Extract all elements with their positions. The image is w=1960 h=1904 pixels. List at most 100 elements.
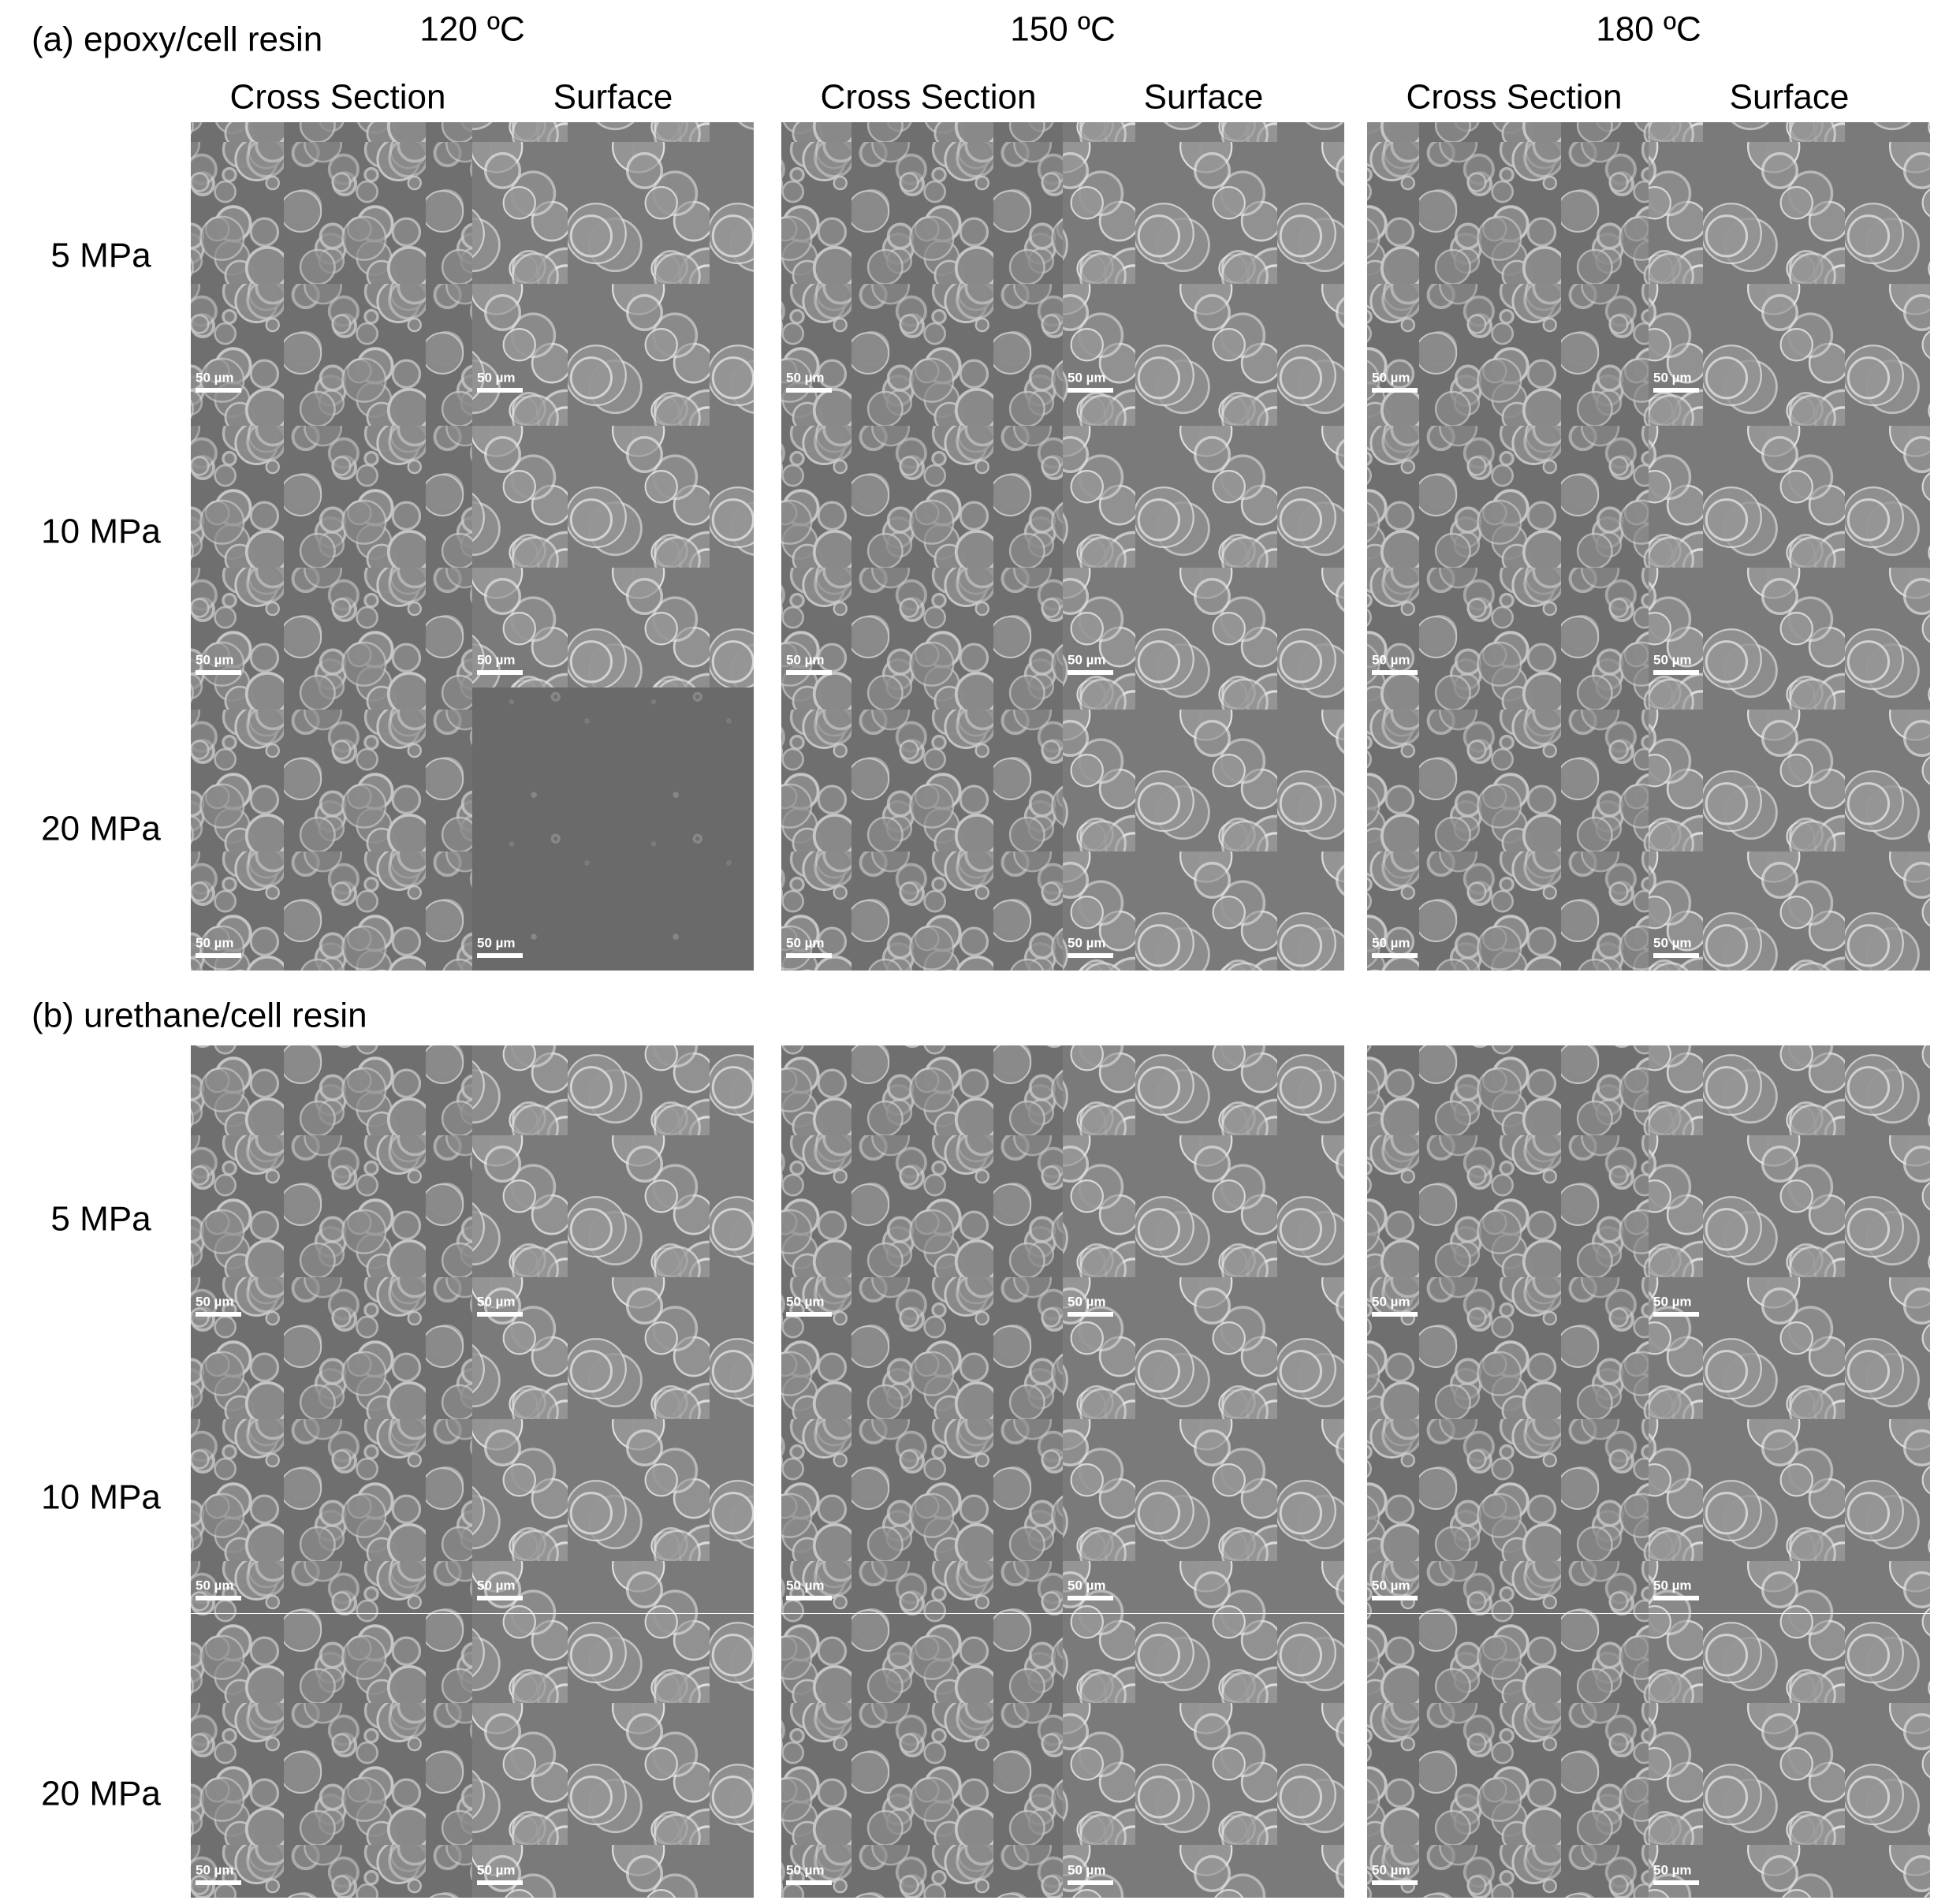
scale-bar-label: 50 µm <box>786 1862 825 1877</box>
pressure-label: 10 MPa <box>41 1478 161 1517</box>
sem-image <box>1649 1329 1930 1613</box>
scale-bar <box>1372 388 1418 393</box>
scale-bar-label: 50 µm <box>477 1294 516 1309</box>
sem-image <box>781 687 1063 971</box>
sem-image <box>1649 1045 1930 1329</box>
sem-image <box>1063 404 1344 687</box>
scale-bar <box>477 1596 523 1600</box>
sem-image <box>781 1614 1063 1898</box>
scale-bar <box>786 1880 832 1885</box>
scale-bar-label: 50 µm <box>477 370 516 385</box>
scale-bar-label: 50 µm <box>1372 652 1410 667</box>
scale-bar-label: 50 µm <box>1068 935 1106 950</box>
scale-bar <box>1372 1880 1418 1885</box>
scale-bar <box>1068 953 1113 958</box>
temperature-label: 120 ºC <box>419 10 524 49</box>
scale-bar-label: 50 µm <box>1653 370 1692 385</box>
scale-bar-label: 50 µm <box>1068 1578 1106 1593</box>
scale-bar-label: 50 µm <box>786 652 825 667</box>
scale-bar <box>786 1312 832 1317</box>
column-label: Cross Section <box>230 78 446 117</box>
column-label: Surface <box>1144 78 1264 117</box>
scale-bar-label: 50 µm <box>196 1862 234 1877</box>
scale-bar <box>1653 388 1699 393</box>
scale-bar <box>196 1312 241 1317</box>
scale-bar <box>1653 670 1699 675</box>
scale-bar <box>1653 1596 1699 1600</box>
scale-bar <box>477 1312 523 1317</box>
scale-bar-label: 50 µm <box>1653 1862 1692 1877</box>
sem-image <box>781 404 1063 687</box>
sem-image <box>1063 1045 1344 1329</box>
scale-bar-label: 50 µm <box>196 1578 234 1593</box>
scale-bar <box>196 1880 241 1885</box>
panel-label: (a) epoxy/cell resin <box>32 20 322 59</box>
pressure-label: 10 MPa <box>41 512 161 551</box>
scale-bar <box>1068 388 1113 393</box>
scale-bar <box>786 670 832 675</box>
scale-bar <box>1653 953 1699 958</box>
sem-image <box>191 1329 472 1613</box>
sem-image <box>472 1614 754 1898</box>
scale-bar <box>1653 1880 1699 1885</box>
column-label: Cross Section <box>821 78 1037 117</box>
scale-bar <box>477 953 523 958</box>
sem-image <box>191 404 472 687</box>
sem-image <box>1063 1614 1344 1898</box>
pressure-label: 5 MPa <box>50 1200 151 1239</box>
scale-bar-label: 50 µm <box>786 370 825 385</box>
scale-bar <box>786 1596 832 1600</box>
scale-bar-label: 50 µm <box>1653 1294 1692 1309</box>
scale-bar-label: 50 µm <box>786 935 825 950</box>
scale-bar-label: 50 µm <box>1653 1578 1692 1593</box>
scale-bar-label: 50 µm <box>196 370 234 385</box>
scale-bar-label: 50 µm <box>1068 1294 1106 1309</box>
scale-bar-label: 50 µm <box>1653 652 1692 667</box>
sem-image <box>1063 687 1344 971</box>
temperature-label: 150 ºC <box>1010 10 1115 49</box>
scale-bar-label: 50 µm <box>1653 935 1692 950</box>
sem-image <box>1649 122 1930 405</box>
column-label: Cross Section <box>1407 78 1623 117</box>
sem-image <box>1367 1614 1649 1898</box>
sem-image <box>1649 1614 1930 1898</box>
scale-bar <box>1372 1596 1418 1600</box>
scale-bar <box>1653 1312 1699 1317</box>
scale-bar <box>1372 1312 1418 1317</box>
sem-image <box>1649 687 1930 971</box>
scale-bar-label: 50 µm <box>196 935 234 950</box>
sem-image <box>1367 1329 1649 1613</box>
pressure-label: 5 MPa <box>50 237 151 275</box>
sem-image <box>1367 687 1649 971</box>
scale-bar <box>1068 1880 1113 1885</box>
scale-bar <box>1372 953 1418 958</box>
scale-bar-label: 50 µm <box>786 1578 825 1593</box>
scale-bar-label: 50 µm <box>1372 1862 1410 1877</box>
scale-bar-label: 50 µm <box>1068 370 1106 385</box>
sem-image <box>781 122 1063 405</box>
scale-bar <box>786 388 832 393</box>
scale-bar-label: 50 µm <box>477 652 516 667</box>
scale-bar-label: 50 µm <box>1372 935 1410 950</box>
sem-image <box>472 687 754 971</box>
scale-bar <box>1372 670 1418 675</box>
scale-bar-label: 50 µm <box>477 1578 516 1593</box>
temperature-label: 180 ºC <box>1596 10 1701 49</box>
scale-bar <box>1068 1312 1113 1317</box>
sem-image <box>191 687 472 971</box>
sem-image <box>472 1045 754 1329</box>
scale-bar-label: 50 µm <box>477 935 516 950</box>
scale-bar-label: 50 µm <box>1068 1862 1106 1877</box>
sem-image <box>781 1045 1063 1329</box>
sem-image <box>1367 404 1649 687</box>
scale-bar-label: 50 µm <box>196 1294 234 1309</box>
scale-bar <box>477 1880 523 1885</box>
scale-bar <box>196 388 241 393</box>
sem-image <box>781 1329 1063 1613</box>
scale-bar <box>1068 1596 1113 1600</box>
sem-image <box>472 1329 754 1613</box>
scale-bar <box>786 953 832 958</box>
sem-image <box>1063 122 1344 405</box>
sem-image <box>472 404 754 687</box>
